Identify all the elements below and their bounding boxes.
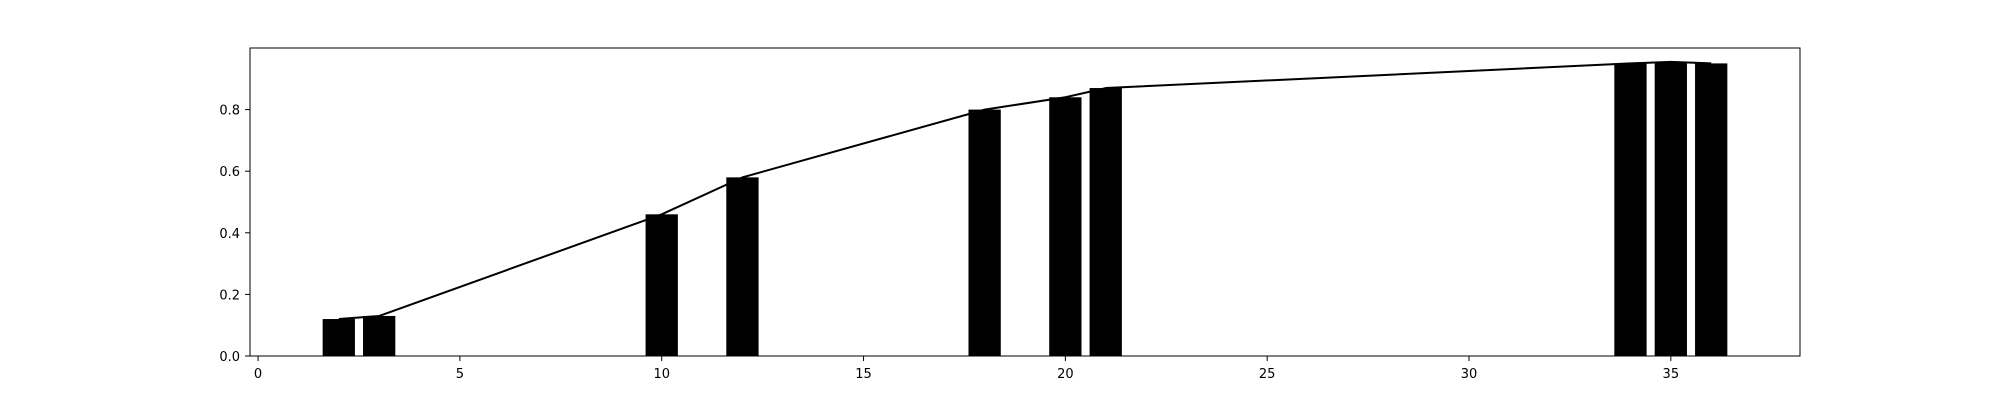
bar (322, 319, 355, 356)
x-tick-label: 15 (855, 367, 872, 382)
y-tick-label: 0.4 (219, 227, 240, 242)
y-tick-label: 0.8 (219, 104, 240, 119)
x-tick-label: 0 (254, 367, 262, 382)
y-tick-label: 0.0 (219, 350, 240, 365)
y-axis: 0.0 0.2 0.4 0.6 0.8 (219, 104, 250, 365)
x-tick-label: 30 (1461, 367, 1478, 382)
line-series (338, 60, 1712, 321)
line-path (338, 60, 1712, 321)
bar (1049, 97, 1082, 356)
bar (1654, 61, 1687, 357)
x-tick-label: 25 (1259, 367, 1276, 382)
bar (645, 214, 678, 356)
plot-frame (249, 47, 1801, 357)
x-tick-label: 35 (1663, 367, 1680, 382)
x-tick-label: 5 (456, 367, 464, 382)
bar-series (322, 61, 1728, 357)
bar (1614, 63, 1647, 357)
bar (726, 177, 759, 356)
x-axis: 0 5 10 15 20 25 30 35 (254, 356, 1679, 382)
x-tick-label: 10 (653, 367, 670, 382)
x-tick-label: 20 (1057, 367, 1074, 382)
bar (363, 315, 396, 356)
bar (1695, 63, 1728, 357)
y-tick-label: 0.6 (219, 165, 240, 180)
y-tick-label: 0.2 (219, 288, 240, 303)
bar (968, 109, 1001, 356)
bar (1089, 88, 1122, 356)
